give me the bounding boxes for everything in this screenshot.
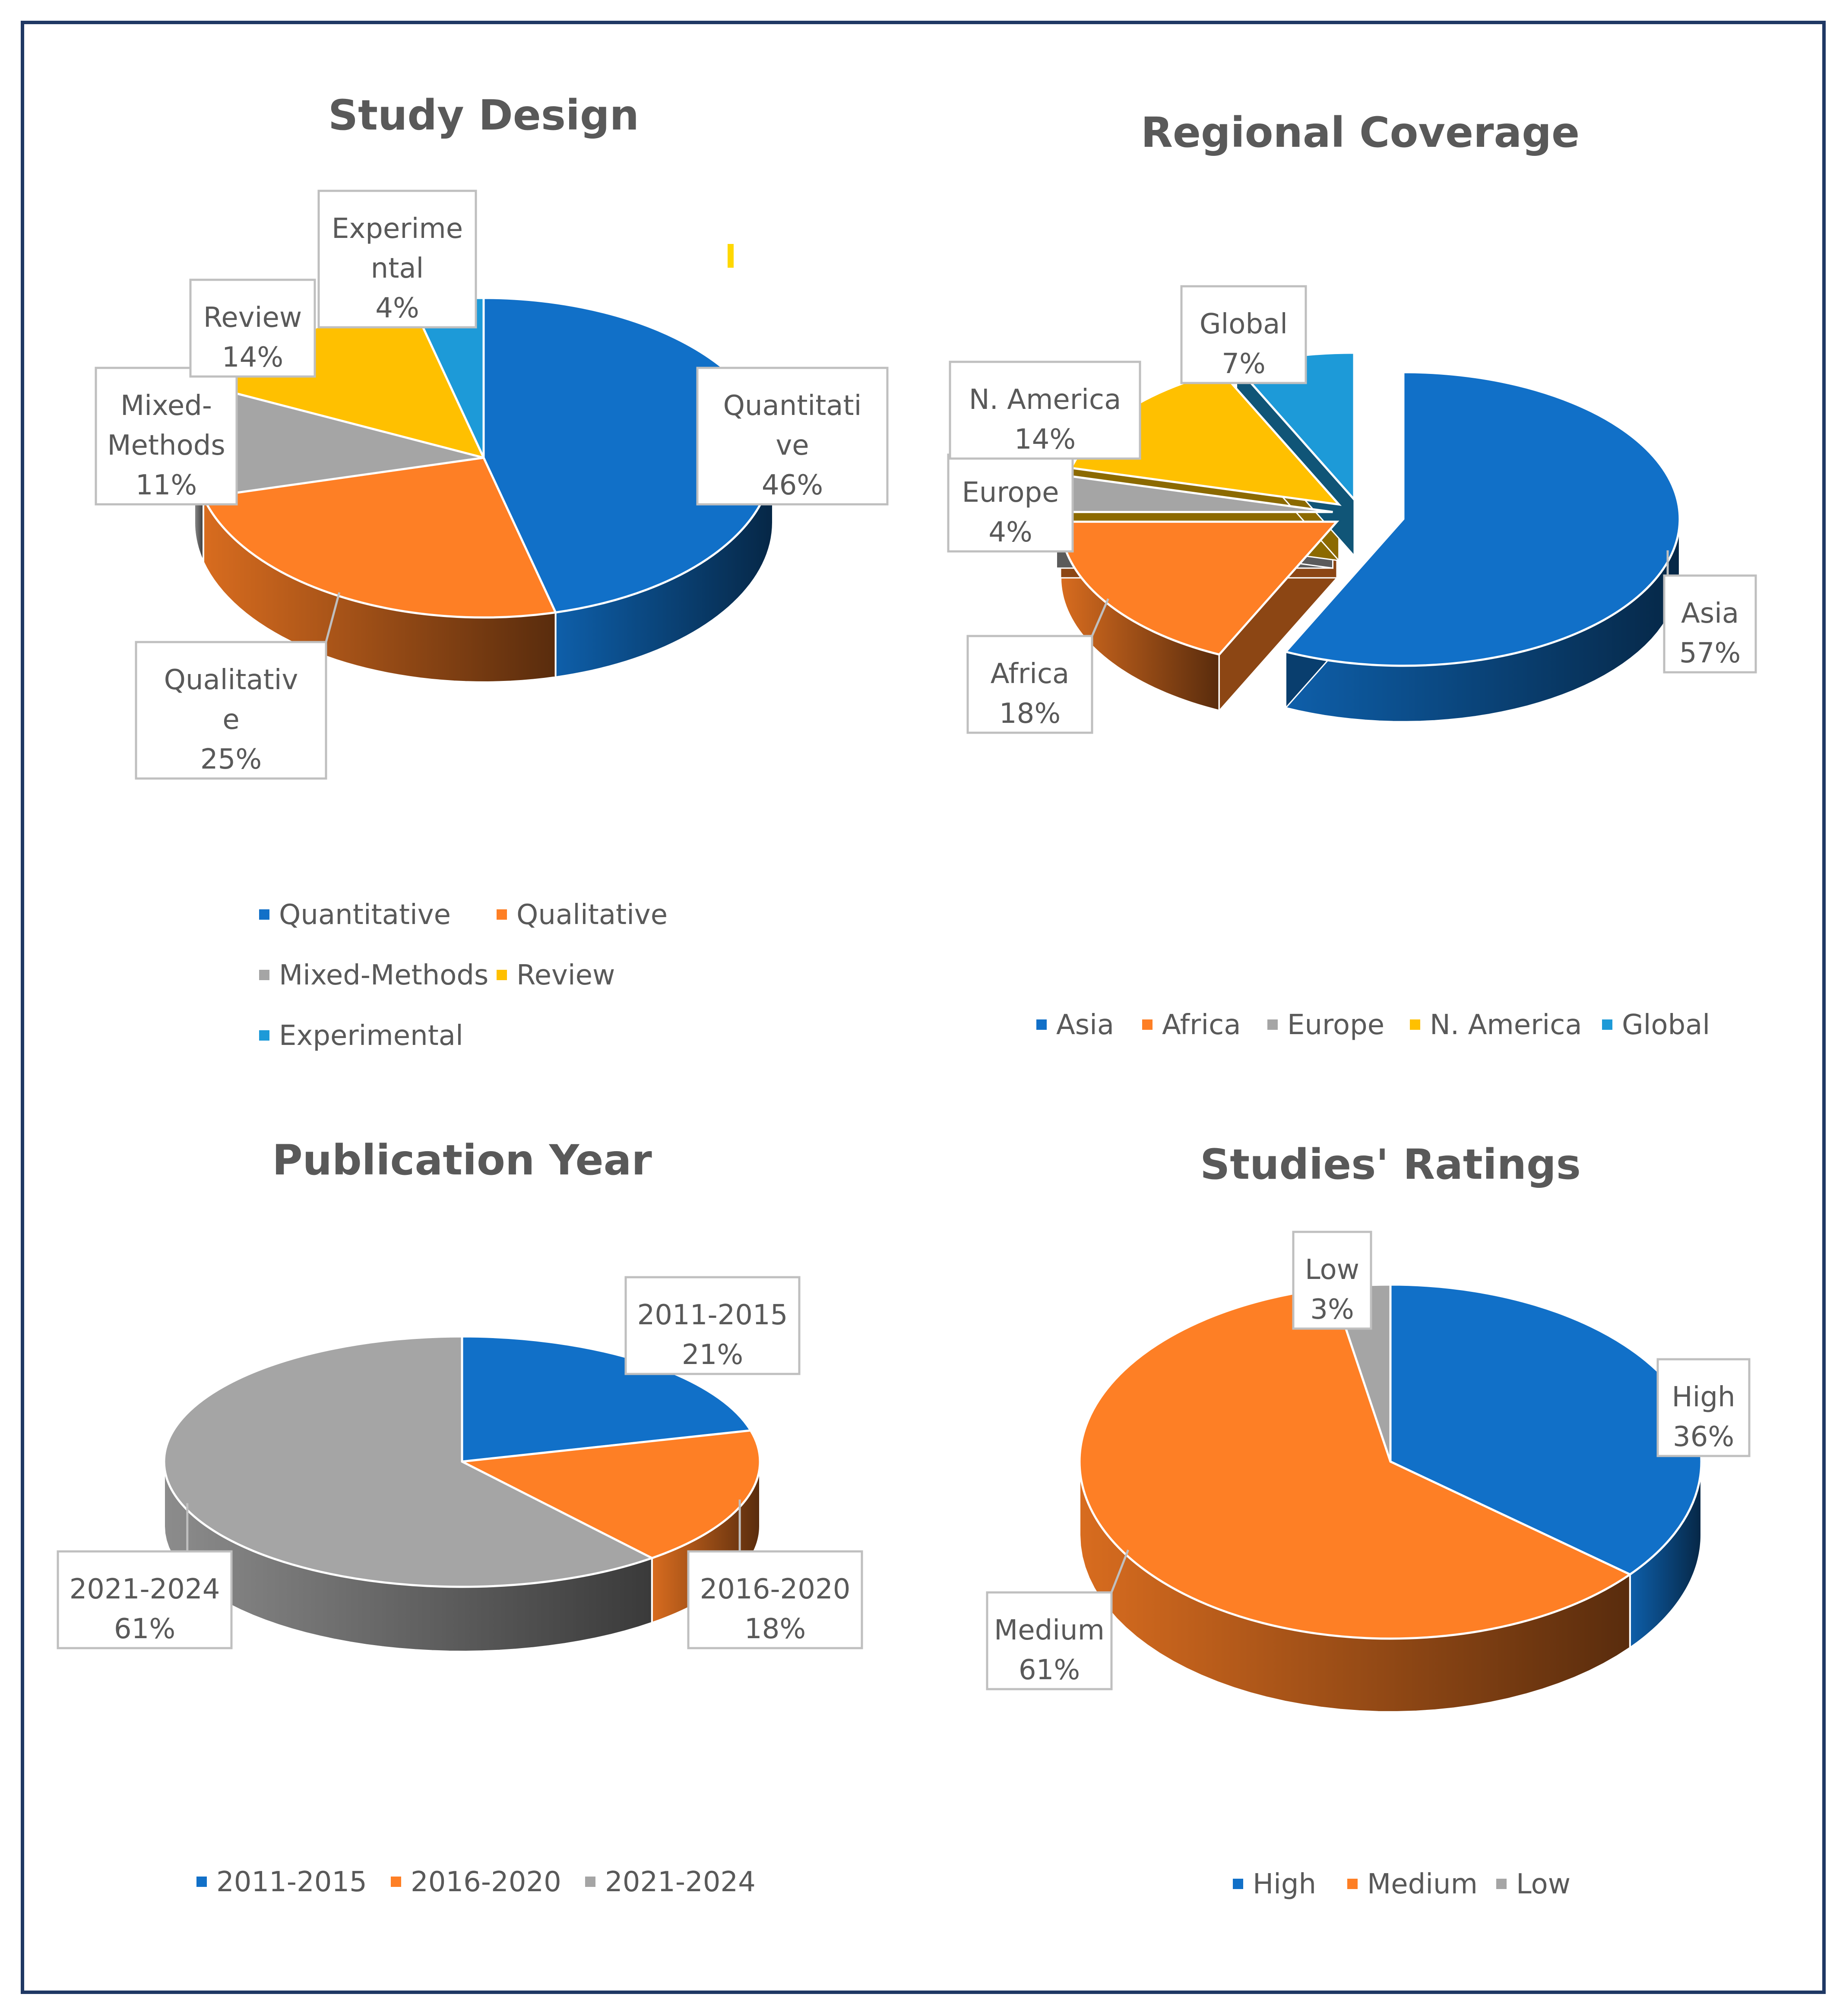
legend-item-medium: Medium xyxy=(1367,1868,1478,1900)
legend-swatch-high xyxy=(1233,1879,1243,1889)
data-label-mixed-methods: Mixed-Methods 11% xyxy=(107,390,225,501)
legend-swatch-global xyxy=(1602,1019,1612,1030)
data-label-box-medium xyxy=(986,1591,1113,1690)
data-label-quantitative: Quantitati ve 46% xyxy=(723,390,862,501)
data-label-2011-2015: 2011-2015 21% xyxy=(637,1299,788,1371)
data-label-box-experimental xyxy=(317,190,477,329)
data-label-box-low xyxy=(1292,1231,1372,1330)
publication-year-chart: Publication Year 2011-2015 21% 2016-2020 18%… xyxy=(57,1136,863,1898)
study-design-chart: Study Design Quantitati ve 46% Qualitativ e 25… xyxy=(95,91,889,1052)
data-label-low: Low 3% xyxy=(1305,1254,1359,1326)
legend-swatch-n-america xyxy=(1410,1019,1420,1030)
legend-item-qualitative: Qualitative xyxy=(516,899,668,931)
data-label-box-n-america xyxy=(949,361,1141,460)
data-label-africa: Africa 18% xyxy=(991,658,1070,730)
legend-swatch-2016-2020 xyxy=(391,1877,401,1887)
data-label-box-2011-2015 xyxy=(624,1276,801,1375)
data-label-experimental: Experime ntal 4% xyxy=(332,213,463,324)
data-label-box-mixed-methods xyxy=(95,367,238,506)
data-label-high: High 36% xyxy=(1672,1381,1735,1453)
legend-swatch-medium xyxy=(1347,1879,1358,1889)
slice-2021-2024 xyxy=(163,1335,655,1588)
legend-item-2021-2024: 2021-2024 xyxy=(605,1866,756,1898)
data-label-box-2016-2020 xyxy=(687,1550,863,1649)
legend-item-review: Review xyxy=(516,959,615,991)
legend-item-mixed-methods: Mixed-Methods xyxy=(279,959,488,991)
data-label-box-review xyxy=(189,279,316,378)
legend-item-high: High xyxy=(1253,1868,1316,1900)
data-label-global: Global 7% xyxy=(1200,308,1288,380)
chart-title: Studies' Ratings xyxy=(1200,1140,1581,1189)
legend: Quantitative Qualitative Mixed-Methods Revi… xyxy=(259,899,668,1052)
legend-item-africa: Africa xyxy=(1162,1009,1241,1041)
label-leader-qualitative xyxy=(325,592,341,642)
legend-swatch-low xyxy=(1496,1879,1507,1889)
legend-swatch-experimental xyxy=(259,1030,269,1041)
legend-swatch-2011-2015 xyxy=(196,1877,207,1887)
legend-item-2016-2020: 2016-2020 xyxy=(411,1866,561,1898)
legend: Asia Africa Europe N. America Global xyxy=(1036,1009,1710,1041)
legend-item-europe: Europe xyxy=(1287,1009,1384,1041)
legend-swatch-asia xyxy=(1036,1019,1047,1030)
data-label-box-high xyxy=(1656,1358,1751,1457)
studies-ratings-chart: Studies' Ratings High 36% Medium 61% Low 3% Hig… xyxy=(986,1140,1751,1900)
legend-swatch-review xyxy=(497,970,507,980)
legend: 2011-2015 2016-2020 2021-2024 xyxy=(196,1866,756,1898)
stray-mark xyxy=(728,244,734,268)
legend-item-asia: Asia xyxy=(1056,1009,1114,1041)
label-leader-medium xyxy=(1110,1549,1129,1593)
chart-title: Regional Coverage xyxy=(1141,108,1580,157)
legend-swatch-mixed-methods xyxy=(259,970,269,980)
data-label-2016-2020: 2016-2020 18% xyxy=(700,1573,851,1645)
legend-item-experimental: Experimental xyxy=(279,1020,463,1052)
data-label-2021-2024: 2021-2024 61% xyxy=(70,1573,220,1645)
legend-item-quantitative: Quantitative xyxy=(279,899,451,931)
legend: High Medium Low xyxy=(1233,1868,1571,1900)
slice-qualitative xyxy=(202,456,557,619)
data-label-box-global xyxy=(1180,285,1307,384)
legend-item-n-america: N. America xyxy=(1430,1009,1582,1041)
legend-swatch-africa xyxy=(1142,1019,1153,1030)
legend-item-2011-2015: 2011-2015 xyxy=(216,1866,367,1898)
data-label-box-africa xyxy=(966,635,1093,734)
data-label-n-america: N. America 14% xyxy=(969,384,1121,456)
slice-asia xyxy=(1283,371,1681,667)
data-label-box-2021-2024 xyxy=(57,1550,233,1649)
chart-title: Study Design xyxy=(328,91,639,139)
data-label-box-asia xyxy=(1663,574,1757,674)
data-label-review: Review 14% xyxy=(203,302,302,373)
legend-swatch-europe xyxy=(1267,1019,1278,1030)
data-label-box-qualitative xyxy=(135,641,327,780)
legend-swatch-quantitative xyxy=(259,909,269,920)
legend-item-global: Global xyxy=(1622,1009,1710,1041)
data-label-qualitative: Qualitativ e 25% xyxy=(164,664,298,775)
slice-medium xyxy=(1078,1286,1632,1640)
slice-2016-2020 xyxy=(458,1429,761,1560)
legend-swatch-qualitative xyxy=(497,909,507,920)
chart-title: Publication Year xyxy=(272,1136,652,1184)
legend-swatch-2021-2024 xyxy=(585,1877,595,1887)
legend-item-low: Low xyxy=(1516,1868,1571,1900)
data-label-medium: Medium 61% xyxy=(994,1614,1105,1686)
data-label-asia: Asia 57% xyxy=(1679,598,1741,669)
label-leader-africa xyxy=(1091,598,1109,636)
data-label-box-quantitative xyxy=(696,367,889,506)
data-label-europe: Europe 4% xyxy=(962,477,1059,548)
regional-coverage-chart: Regional Coverage Asia 57% Africa 18% Europe 4… xyxy=(947,108,1757,1041)
